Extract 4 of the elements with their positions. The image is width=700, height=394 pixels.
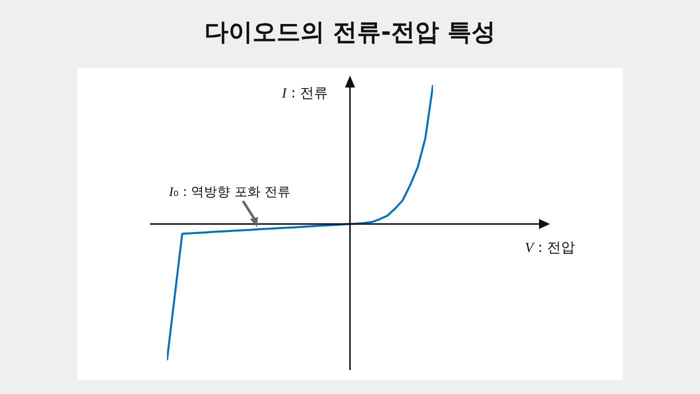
text: V : 전압 — [524, 240, 576, 256]
y-axis-title: I : 전류 — [280, 85, 328, 102]
chart-title: 다이오드의 전류-전압 특성 — [204, 17, 496, 48]
annotation: I₀ : 역방향 포화 전류 — [168, 184, 290, 200]
